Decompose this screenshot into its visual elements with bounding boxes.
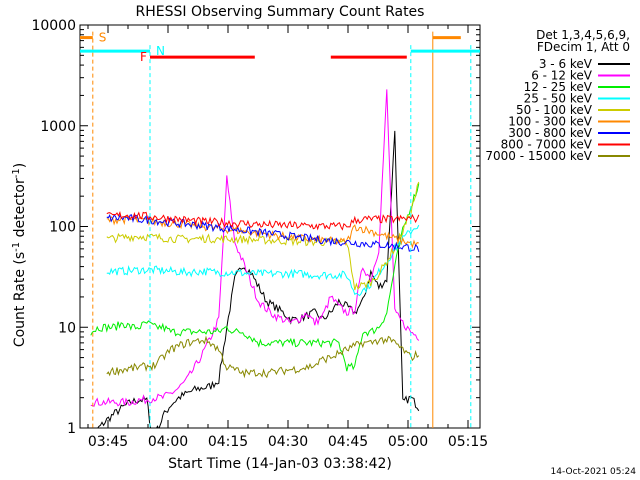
x-tick-label: 05:00 xyxy=(388,434,428,450)
series-line xyxy=(106,224,420,297)
legend: Det 1,3,4,5,6,9, FDecim 1, Att 0 3 - 6 k… xyxy=(485,28,630,163)
series-line xyxy=(106,213,420,252)
flag-label: F xyxy=(140,50,147,64)
legend-entry-label: 12 - 25 keV xyxy=(524,80,593,94)
series-2 xyxy=(90,183,420,372)
x-tick-label: 03:45 xyxy=(88,434,128,450)
legend-entry-label: 50 - 100 keV xyxy=(516,103,593,117)
y-tick-label: 10000 xyxy=(31,18,76,34)
y-tick-label: 100 xyxy=(49,220,76,236)
series-4 xyxy=(106,181,420,291)
legend-entry-label: 25 - 50 keV xyxy=(524,92,593,106)
flag-label: S xyxy=(99,31,107,45)
x-tick-label: 05:15 xyxy=(448,434,488,450)
legend-header-line-2: FDecim 1, Att 0 xyxy=(537,40,630,54)
flag-group: S NF xyxy=(80,31,480,428)
series-7 xyxy=(106,211,420,231)
x-tick-label: 04:15 xyxy=(208,434,248,450)
series-line xyxy=(106,215,419,249)
x-tick-label: 04:30 xyxy=(268,434,308,450)
y-tick-label: 1000 xyxy=(40,119,76,135)
data-series-group xyxy=(90,89,420,428)
y-tick-label: 10 xyxy=(58,320,76,336)
series-1 xyxy=(90,89,420,407)
flag-label: N xyxy=(156,44,165,58)
legend-entry-label: 6 - 12 keV xyxy=(531,69,593,83)
series-line xyxy=(90,89,420,407)
x-axis-label: Start Time (14-Jan-03 03:38:42) xyxy=(168,456,392,472)
y-tick-label: 1 xyxy=(67,421,76,437)
series-line xyxy=(106,181,420,291)
series-8 xyxy=(106,335,420,379)
y-axis-label: Count Rate (s-1 detector-1) xyxy=(11,163,28,347)
series-6 xyxy=(106,213,420,252)
x-tick-label: 04:00 xyxy=(148,434,188,450)
series-5 xyxy=(106,215,419,249)
x-tick-label: 04:45 xyxy=(328,434,368,450)
series-0 xyxy=(97,130,420,428)
axis-group: 1 10 100 1000 10000 03:45 04:00 04:15 04:30 04:45… xyxy=(31,18,488,450)
legend-entry-label: 800 - 7000 keV xyxy=(501,138,593,152)
generated-timestamp: 14-Oct-2021 05:24 xyxy=(551,467,637,477)
legend-entry-label: 300 - 800 keV xyxy=(508,126,592,140)
legend-entry-label: 7000 - 15000 keV xyxy=(485,149,592,163)
series-line xyxy=(90,183,420,372)
series-3 xyxy=(106,224,420,297)
series-line xyxy=(106,211,420,231)
series-line xyxy=(106,335,420,379)
legend-header-line-1: Det 1,3,4,5,6,9, xyxy=(536,28,630,42)
legend-entry-label: 100 - 300 keV xyxy=(508,115,592,129)
chart-title: RHESSI Observing Summary Count Rates xyxy=(136,4,425,20)
legend-entry-label: 3 - 6 keV xyxy=(539,57,593,71)
series-line xyxy=(97,130,420,428)
